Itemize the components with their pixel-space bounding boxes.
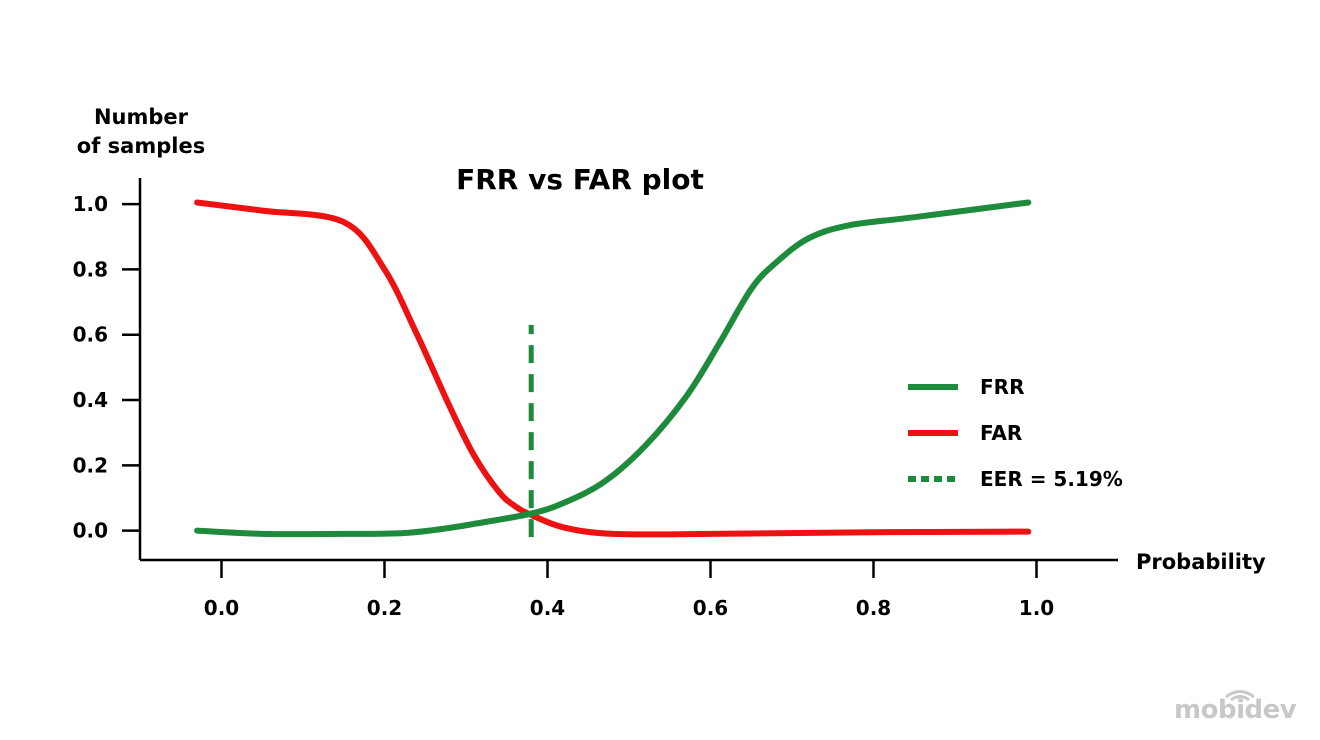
x-tick-label: 0.0	[204, 596, 239, 620]
x-tick-label: 1.0	[1019, 596, 1054, 620]
legend-label: FAR	[980, 421, 1022, 445]
series-line-far	[194, 199, 1032, 538]
y-tick-label: 1.0	[73, 192, 108, 216]
legend-label: FRR	[980, 375, 1024, 399]
mobidev-logo: mobidev	[1174, 690, 1297, 725]
y-axis-label-line-1: Number	[94, 105, 189, 129]
x-tick-label: 0.2	[367, 596, 402, 620]
chart-title: FRR vs FAR plot	[456, 163, 704, 196]
x-tick-label: 0.6	[693, 596, 728, 620]
y-tick-label: 0.4	[73, 388, 108, 412]
series-line-frr	[194, 199, 1032, 538]
y-axis-label-line-2: of samples	[77, 134, 205, 158]
logo-text: mobidev	[1174, 695, 1297, 725]
y-tick-label: 0.2	[73, 453, 108, 477]
legend: FRR FAR EER = 5.19%	[908, 375, 1123, 491]
series-group	[194, 199, 1032, 538]
wifi-arc-icon	[1230, 695, 1250, 702]
x-tick-label: 0.4	[530, 596, 565, 620]
y-tick-label: 0.0	[73, 519, 108, 543]
axes-group	[138, 178, 1118, 562]
ticks-group: 0.0 0.2 0.4 0.6 0.8 1.0 0.0 0.2 0.4 0.6 0.8 1.0	[73, 192, 1055, 620]
x-axis-label: Probability	[1136, 550, 1266, 574]
legend-label: EER = 5.19%	[980, 467, 1123, 491]
y-tick-label: 0.8	[73, 257, 108, 281]
x-tick-label: 0.8	[856, 596, 891, 620]
wifi-arc-icon	[1225, 690, 1255, 699]
y-tick-label: 0.6	[73, 323, 108, 347]
